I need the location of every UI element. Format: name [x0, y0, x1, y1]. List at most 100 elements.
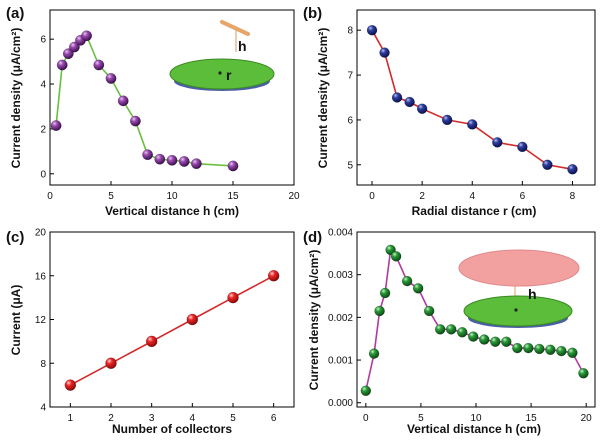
panel-a-x-tick-label: 5	[108, 191, 114, 202]
panel-d-inset-top-disk	[458, 249, 580, 287]
panel-d-x-tick-label: 0	[363, 413, 369, 424]
panel-a: (a) h r 0 5 10 15 20 0 2 4 6 Vertical distance h…	[6, 5, 300, 218]
panel-d-data-point	[368, 348, 380, 359]
panel-d-data-point	[545, 344, 556, 356]
panel-b-y-tick-label: 6	[347, 115, 353, 126]
panel-d-data-point	[490, 336, 501, 347]
panel-a-y-tick-label: 6	[40, 35, 46, 46]
panel-d-series	[360, 244, 589, 397]
panel-d-y-tick-label: 0.004	[328, 228, 353, 239]
panel-b-x-tick-label: 4	[469, 191, 475, 202]
panel-d-x-tick-label: 5	[418, 413, 424, 424]
panel-c-x-tick-label: 3	[149, 413, 155, 424]
panel-b-x-tick-label: 6	[520, 191, 526, 202]
panel-a-y-tick-label: 4	[40, 80, 46, 91]
panel-a-data-point	[142, 149, 154, 161]
panel-a-data-point	[190, 158, 202, 170]
panel-d-data-point	[434, 324, 446, 335]
panel-c-x-axis-title: Number of collectors	[112, 422, 232, 436]
panel-a-inset: h r	[169, 20, 275, 91]
panel-d-data-point	[512, 342, 523, 354]
panel-a-data-point	[166, 154, 178, 166]
panel-d-y-tick-label: 0.001	[328, 356, 353, 367]
panel-a-data-point	[105, 72, 117, 84]
panel-a-data-point	[50, 120, 62, 131]
panel-b-x-axis-title: Radial distance r (cm)	[412, 204, 537, 218]
panel-b-data-point	[517, 141, 528, 153]
panel-c-data-point	[267, 270, 280, 282]
panel-a-x-tick-label: 10	[166, 191, 178, 202]
panel-b-y-tick-label: 8	[347, 26, 353, 37]
panel-b-y-tick-label: 5	[347, 160, 353, 171]
panel-d-data-point	[390, 251, 402, 262]
panel-c-series-line	[69, 275, 275, 386]
panel-d-y-tick-label: 0.003	[328, 270, 353, 281]
panel-a-inset-label-r: r	[226, 67, 232, 83]
panel-a-data-point	[117, 95, 129, 107]
panel-d-data-point	[401, 275, 413, 287]
panel-b-data-point	[542, 159, 553, 171]
panel-a-x-axis-title: Vertical distance h (cm)	[105, 204, 239, 218]
panel-d-data-point	[578, 368, 589, 379]
panel-a-data-point	[93, 59, 105, 71]
panel-a-series	[50, 30, 239, 172]
panel-d-data-point	[456, 327, 468, 338]
panel-b-data-point	[492, 137, 503, 148]
panel-d-x-axis-title: Vertical distance h (cm)	[407, 422, 541, 436]
panel-a-x-tick-label: 15	[227, 191, 239, 202]
panel-d-data-point	[374, 305, 385, 317]
panel-b-ticks	[357, 29, 573, 185]
panel-d-tick-labels: 0 5 10 15 20 0.000 0.001 0.002 0.003 0.004	[328, 228, 592, 425]
panel-d-x-tick-label: 15	[526, 413, 538, 424]
panel-d-inset-collector-disk	[463, 295, 573, 327]
panel-c-x-tick-label: 5	[230, 413, 236, 424]
panel-c-y-tick-label: 12	[35, 315, 47, 326]
panel-d-data-point	[556, 345, 567, 357]
panel-b-data-point	[466, 119, 478, 130]
panel-a-inset-label-h: h	[238, 38, 247, 54]
panel-c-x-tick-label: 6	[271, 413, 277, 424]
panel-a-y-tick-label: 2	[40, 124, 46, 135]
panel-d-data-point	[445, 324, 457, 335]
panel-c-data-point	[64, 379, 77, 391]
panel-d-inset-label-h: h	[528, 286, 537, 302]
panel-a-x-tick-label: 20	[288, 191, 300, 202]
panel-d-y-tick-label: 0.000	[328, 398, 353, 409]
panel-b-data-point	[416, 103, 428, 114]
panel-a-x-tick-label: 0	[47, 191, 53, 202]
panel-c-data-point	[105, 357, 117, 369]
panel-a-data-point	[56, 59, 68, 71]
panel-b-y-axis-title: Current density (μA/cm²)	[316, 28, 330, 169]
panel-d-ticks	[357, 231, 587, 407]
panel-b-data-point	[391, 92, 403, 103]
panel-a-ticks	[49, 38, 295, 185]
panel-d-label: (d)	[303, 229, 322, 246]
panel-d-data-point	[501, 336, 512, 347]
panel-a-inset-needle	[220, 20, 250, 36]
panel-d: (d) h 0 5 10 15 200.0000.0010.0020.0030.004 …	[303, 228, 596, 436]
panel-b-y-tick-label: 7	[347, 71, 353, 82]
panel-b-data-point	[404, 96, 415, 108]
panel-d-x-tick-label: 20	[581, 413, 593, 424]
panel-d-y-axis-title: Current density (μA/cm²)	[307, 250, 321, 391]
panel-b-series	[366, 24, 578, 175]
panel-a-label: (a)	[6, 5, 24, 22]
panel-a-data-point	[178, 155, 190, 167]
panel-c-series	[64, 270, 280, 391]
panel-d-inset: h	[458, 249, 580, 328]
panel-a-data-point	[81, 30, 93, 42]
panel-b-x-tick-label: 0	[369, 191, 375, 202]
panel-d-data-point	[567, 347, 578, 359]
panel-d-x-tick-label: 10	[470, 413, 482, 424]
panel-c-label: (c)	[6, 229, 24, 246]
panel-d-data-point	[379, 287, 391, 299]
panel-d-data-point	[534, 343, 545, 355]
panel-d-data-point	[360, 385, 372, 397]
panel-a-y-tick-label: 0	[40, 169, 46, 180]
panel-b-label: (b)	[303, 5, 322, 22]
panel-c-x-tick-label: 4	[190, 413, 196, 424]
panel-a-data-point	[62, 48, 74, 60]
panel-c-data-point	[145, 335, 158, 348]
